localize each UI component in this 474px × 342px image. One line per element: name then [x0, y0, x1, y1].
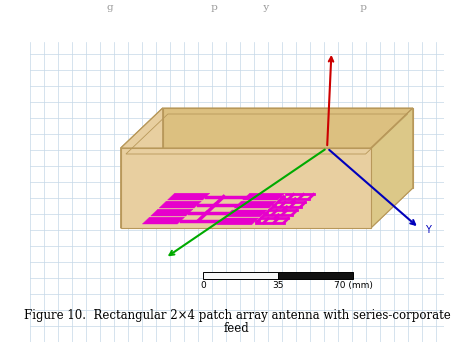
Text: 70 (mm): 70 (mm) [334, 281, 373, 290]
Polygon shape [121, 188, 413, 228]
Polygon shape [168, 193, 210, 200]
Text: feed: feed [224, 323, 250, 336]
Polygon shape [142, 217, 184, 224]
Text: Y: Y [425, 225, 431, 235]
Bar [203, 272, 278, 279]
Polygon shape [225, 210, 267, 217]
Polygon shape [217, 218, 259, 225]
Text: 35: 35 [273, 281, 284, 290]
Bar [278, 272, 353, 279]
Text: 0: 0 [200, 281, 206, 290]
Polygon shape [243, 193, 285, 200]
Polygon shape [234, 201, 276, 208]
Text: g                              p              y                            p: g p y p [107, 2, 367, 12]
Polygon shape [371, 108, 413, 228]
Text: Figure 10.  Rectangular 2×4 patch array antenna with series-corporate: Figure 10. Rectangular 2×4 patch array a… [24, 310, 450, 323]
Polygon shape [121, 148, 371, 228]
Polygon shape [121, 108, 163, 228]
Polygon shape [159, 201, 201, 208]
Polygon shape [151, 209, 193, 216]
Polygon shape [163, 108, 413, 188]
